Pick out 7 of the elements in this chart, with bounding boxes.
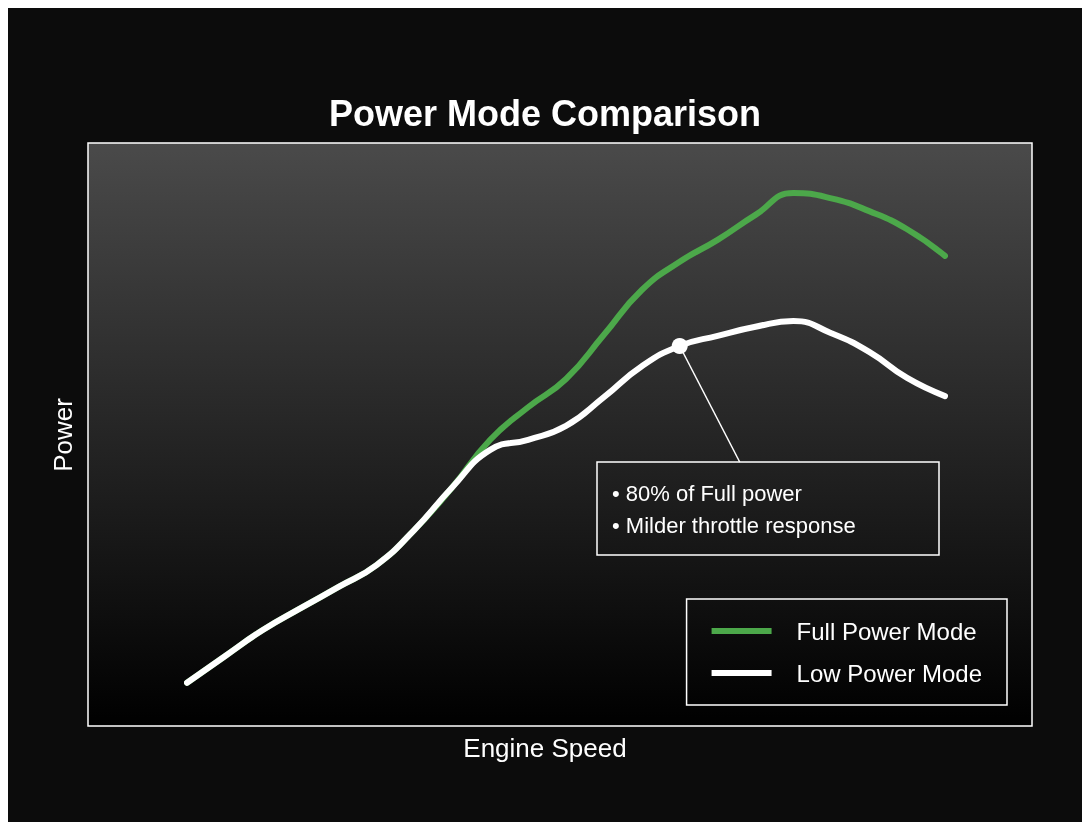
annotation: • Milder throttle response	[612, 512, 856, 538]
legend-label: Full Power Mode	[796, 617, 977, 645]
x-axis-title: Engine Speed	[463, 733, 627, 763]
chart-title: Power Mode Comparison	[328, 92, 762, 134]
y-axis-title: Power	[48, 397, 78, 472]
annotation: • 80% of Full power	[612, 480, 802, 506]
legend-label: Low Power Mode	[796, 659, 983, 687]
